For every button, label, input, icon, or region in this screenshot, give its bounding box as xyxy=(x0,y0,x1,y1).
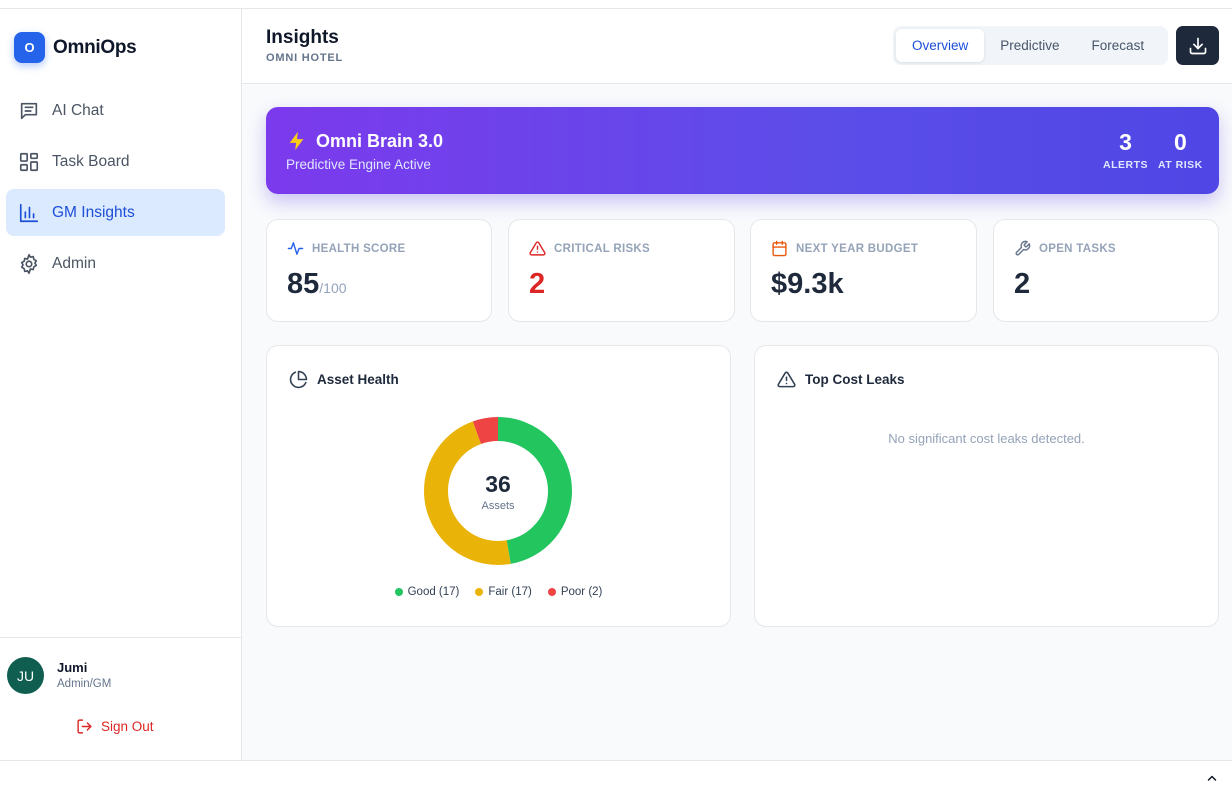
tab-forecast[interactable]: Forecast xyxy=(1091,38,1145,53)
at-risk-stat: 0 AT RISK xyxy=(1158,129,1203,171)
health-score-value: 85 xyxy=(287,268,320,300)
total-assets-label: Assets xyxy=(481,499,515,512)
legend-label: Good (17) xyxy=(407,586,460,598)
sidebar: O OmniOps AI Chat Task Board GM Insights xyxy=(0,9,242,760)
user-name: Jumi xyxy=(57,660,88,675)
sidebar-item-gm-insights[interactable]: GM Insights xyxy=(6,189,225,236)
kpi-card-critical-risks: CRITICAL RISKS 2 xyxy=(508,219,735,322)
legend-label: Fair (17) xyxy=(488,586,532,598)
avatar[interactable]: JU xyxy=(7,657,44,694)
kpi-label-text: OPEN TASKS xyxy=(1039,242,1116,255)
view-tabs: Overview Predictive Forecast xyxy=(893,26,1168,65)
page-subtitle: OMNI HOTEL xyxy=(266,52,344,64)
chevron-up-icon[interactable] xyxy=(1206,772,1218,784)
legend-dot xyxy=(394,588,403,596)
sidebar-item-task-board[interactable]: Task Board xyxy=(6,138,225,185)
wrench-icon xyxy=(1015,240,1031,256)
main-content: Insights OMNI HOTEL Overview Predictive … xyxy=(242,9,1232,760)
legend-dot xyxy=(547,588,556,596)
bar-chart-icon xyxy=(19,203,39,222)
page-title: Insights xyxy=(266,27,339,48)
banner-title: Omni Brain 3.0 xyxy=(286,130,443,152)
legend-item-good: Good (17) xyxy=(394,586,460,598)
sidebar-item-admin[interactable]: Admin xyxy=(6,240,225,287)
open-tasks-value: 2 xyxy=(1014,268,1031,300)
donut-legend: Good (17) Fair (17) Poor (2) xyxy=(267,586,730,598)
banner-subtitle: Predictive Engine Active xyxy=(286,157,431,172)
grid-icon xyxy=(19,152,39,171)
cost-leaks-title: Top Cost Leaks xyxy=(805,372,905,387)
asset-health-card: Asset Health 36 Assets Good (17) Fair (1… xyxy=(266,345,731,627)
download-icon xyxy=(1189,37,1206,54)
sidebar-item-label: GM Insights xyxy=(52,203,135,221)
tab-overview[interactable]: Overview xyxy=(896,29,985,62)
tab-predictive[interactable]: Predictive xyxy=(1000,38,1060,53)
kpi-label-text: NEXT YEAR BUDGET xyxy=(796,242,919,255)
alert-triangle-icon xyxy=(529,241,546,256)
donut-segment-poor xyxy=(424,417,572,565)
banner-title-text: Omni Brain 3.0 xyxy=(316,130,444,151)
calendar-icon xyxy=(772,240,787,257)
kpi-label: CRITICAL RISKS xyxy=(529,240,650,257)
kpi-label: OPEN TASKS xyxy=(1014,240,1116,257)
kpi-value: 85/100 xyxy=(287,268,347,301)
brand-name: OmniOps xyxy=(53,36,137,58)
panel-title: Top Cost Leaks xyxy=(777,370,905,389)
sign-out-button[interactable]: Sign Out xyxy=(76,718,154,735)
brand-logo: O xyxy=(14,32,45,63)
critical-risks-value: 2 xyxy=(529,268,546,300)
sidebar-nav: AI Chat Task Board GM Insights Admin xyxy=(6,87,225,291)
user-panel: JU Jumi Admin/GM Sign Out xyxy=(0,637,241,760)
legend-label: Poor (2) xyxy=(560,586,603,598)
kpi-card-next-year-budget: NEXT YEAR BUDGET $9.3k xyxy=(750,219,977,322)
kpi-card-health-score: HEALTH SCORE 85/100 xyxy=(266,219,492,322)
kpi-label-text: HEALTH SCORE xyxy=(312,242,406,255)
page-header: Insights OMNI HOTEL Overview Predictive … xyxy=(242,9,1232,84)
gear-icon xyxy=(20,253,38,274)
brand[interactable]: O OmniOps xyxy=(14,32,137,63)
chat-icon xyxy=(20,102,38,119)
bottom-bar xyxy=(0,760,1232,792)
panel-title: Asset Health xyxy=(289,370,399,389)
donut-chart xyxy=(424,417,572,565)
donut-segment-fair xyxy=(424,417,572,565)
omni-brain-banner: Omni Brain 3.0 Predictive Engine Active … xyxy=(266,107,1219,194)
alerts-stat: 3 ALERTS xyxy=(1103,129,1148,171)
top-cost-leaks-card: Top Cost Leaks No significant cost leaks… xyxy=(754,345,1219,627)
kpi-label: HEALTH SCORE xyxy=(287,240,405,257)
activity-icon xyxy=(287,242,304,255)
kpi-label-text: CRITICAL RISKS xyxy=(554,242,650,255)
at-risk-value: 0 xyxy=(1173,129,1187,155)
legend-item-fair: Fair (17) xyxy=(475,586,532,598)
lightning-icon xyxy=(289,131,304,151)
alert-triangle-icon xyxy=(777,371,796,388)
alerts-label: ALERTS xyxy=(1103,159,1148,171)
sidebar-item-ai-chat[interactable]: AI Chat xyxy=(6,87,225,134)
alerts-value: 3 xyxy=(1119,129,1132,155)
sidebar-item-label: Admin xyxy=(52,254,96,272)
kpi-card-open-tasks: OPEN TASKS 2 xyxy=(993,219,1219,322)
legend-dot xyxy=(475,588,484,596)
asset-health-donut: 36 Assets xyxy=(422,415,574,567)
empty-state-message: No significant cost leaks detected. xyxy=(888,431,1085,446)
sign-out-label: Sign Out xyxy=(101,719,154,734)
health-score-unit: /100 xyxy=(319,280,347,296)
pie-chart-icon xyxy=(289,370,308,389)
donut-center: 36 Assets xyxy=(422,415,574,567)
sidebar-item-label: AI Chat xyxy=(52,101,104,119)
download-button[interactable] xyxy=(1176,26,1219,65)
legend-item-poor: Poor (2) xyxy=(547,586,603,598)
asset-health-title: Asset Health xyxy=(317,372,399,387)
window-top-strip xyxy=(0,0,1232,9)
budget-value: $9.3k xyxy=(771,268,844,300)
logout-icon xyxy=(77,719,92,734)
kpi-label: NEXT YEAR BUDGET xyxy=(771,240,918,257)
total-assets-value: 36 xyxy=(485,470,511,497)
sidebar-item-label: Task Board xyxy=(52,152,130,170)
at-risk-label: AT RISK xyxy=(1158,159,1203,171)
user-role: Admin/GM xyxy=(57,678,112,690)
